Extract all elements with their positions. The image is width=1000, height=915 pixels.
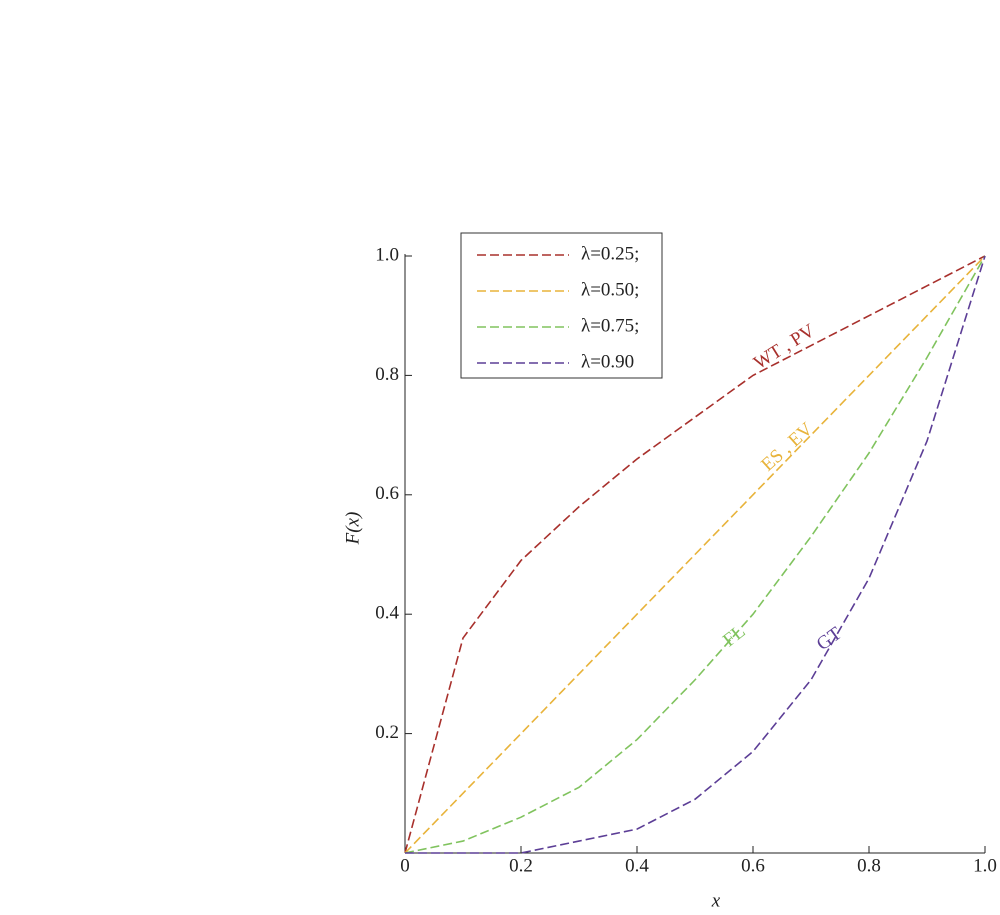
y-tick-label: 0.4 xyxy=(375,603,399,624)
series-line xyxy=(404,255,986,854)
annotation: FL xyxy=(719,621,749,651)
x-tick-label: 0.6 xyxy=(741,855,765,876)
legend-label: λ=0.25; xyxy=(581,243,639,264)
y-tick-label: 0.6 xyxy=(375,483,399,504)
series-line xyxy=(404,255,986,854)
x-tick-label: 0.2 xyxy=(509,855,533,876)
legend-box xyxy=(460,232,663,379)
y-tick-label: 1.0 xyxy=(375,244,399,265)
y-axis-label: F(x) xyxy=(342,512,363,546)
legend-label: λ=0.50; xyxy=(581,279,639,300)
x-tick-label: 0 xyxy=(400,855,410,876)
annotation: ES , EV xyxy=(757,419,817,476)
y-tick-label: 0.2 xyxy=(375,722,399,743)
series-line xyxy=(404,255,986,854)
x-axis-label: x xyxy=(711,890,721,911)
x-tick-label: 0.4 xyxy=(625,855,649,876)
series-line xyxy=(405,255,986,854)
legend-label: λ=0.90 xyxy=(581,351,634,372)
y-tick-label: 0.8 xyxy=(375,364,399,385)
legend-label: λ=0.75; xyxy=(581,315,639,336)
x-tick-label: 0.8 xyxy=(857,855,881,876)
x-tick-label: 1.0 xyxy=(973,855,997,876)
